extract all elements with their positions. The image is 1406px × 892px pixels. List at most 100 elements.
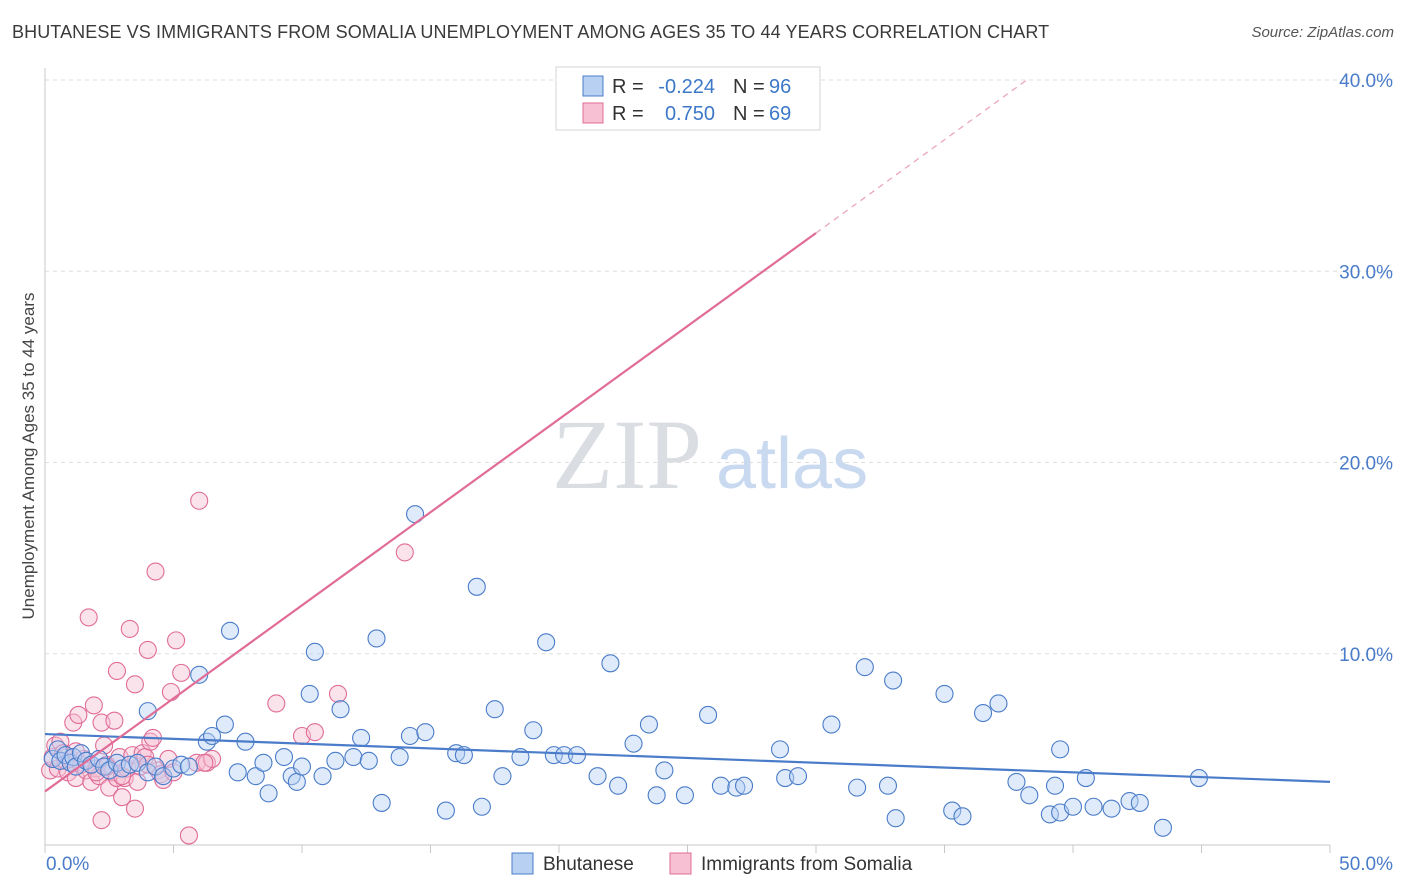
bhutanese-point [675,786,694,805]
bhutanese-point [524,721,543,740]
bhutanese-point [154,767,173,786]
somalia-points [41,491,414,845]
bhutanese-point [788,767,808,786]
bhutanese-point [734,776,754,795]
somalia-point [195,753,214,772]
bhutanese-point [727,778,746,797]
bhutanese-point [1007,772,1026,791]
bhutanese-point [1084,797,1103,816]
bhutanese-point [601,654,620,673]
bhutanese-point [624,734,643,753]
bhutanese-point [886,809,905,828]
bhutanese-point [120,755,139,774]
bhutanese-point [1130,793,1149,812]
somalia-point [172,663,191,682]
bhutanese-point [172,755,191,774]
legend-label-bhutanese: Bhutanese [543,854,634,875]
bhutanese-point [878,776,898,795]
bhutanese-point [711,776,730,795]
source-label: Source: ZipAtlas.com [1251,24,1394,41]
bhutanese-point [400,726,419,746]
bhutanese-point [1153,818,1172,837]
bhutanese-point [254,753,273,772]
somalia-trend-extension [815,79,1028,234]
stats-swatch-bhutanese [582,75,604,97]
legend-swatch-bhutanese [511,852,534,875]
bhutanese-point [935,684,954,703]
somalia-trend-line [44,232,817,793]
stats-n-value-bhutanese: 96 [769,76,791,98]
gridlines [45,79,1395,655]
bhutanese-point [372,793,391,812]
bhutanese-point [647,786,666,805]
y-tick-label: 20.0% [1339,454,1393,475]
bhutanese-point [989,694,1008,713]
bhutanese-point [1045,776,1065,795]
bhutanese-point [1051,740,1070,759]
somalia-point [120,619,139,638]
somalia-point [69,705,88,725]
bhutanese-point [197,732,216,751]
somalia-point [107,661,127,681]
somalia-point [125,799,144,818]
legend-label-somalia: Immigrants from Somalia [701,854,913,875]
y-tick-label: 10.0% [1339,645,1393,666]
x-tick-label: 50.0% [1339,854,1393,875]
bhutanese-point [639,715,659,734]
somalia-point [113,788,132,807]
bhutanese-point [228,763,247,782]
bhutanese-point [352,728,371,747]
watermark: ZIP atlas [552,399,868,510]
somalia-point [125,675,144,694]
bhutanese-point [274,747,294,767]
stats-r-label-somalia: R = [612,103,644,125]
bhutanese-point [1020,786,1039,805]
bhutanese-point [493,767,512,786]
bhutanese-point [655,761,674,780]
bhutanese-point [359,751,378,770]
bhutanese-point [467,577,486,596]
bhutanese-point [770,740,790,759]
bhutanese-point [943,801,962,820]
somalia-point [92,811,111,830]
bhutanese-point [884,671,903,690]
bhutanese-point [973,703,993,723]
somalia-point [167,631,186,650]
legend-swatch-somalia [669,852,692,875]
bhutanese-point [331,700,350,719]
somalia-point [161,682,180,702]
axes [44,68,1331,853]
y-axis-label: Unemployment Among Ages 35 to 44 years [19,293,38,620]
somalia-point [305,723,324,742]
bhutanese-point [326,751,345,770]
legend: Bhutanese Immigrants from Somalia [511,852,913,875]
bhutanese-point [485,700,504,719]
somalia-point [138,640,157,659]
bhutanese-point [179,757,198,776]
bhutanese-point [300,684,319,703]
bhutanese-point [855,658,874,677]
bhutanese-point [609,776,628,795]
somalia-point [79,608,98,627]
stats-n-label-bhutanese: N = [733,76,765,98]
bhutanese-point [699,705,718,725]
bhutanese-point [292,757,312,776]
bhutanese-point [259,784,278,803]
watermark-atlas: atlas [716,424,868,504]
bhutanese-point [344,747,363,767]
somalia-point [84,696,103,715]
stats-swatch-somalia [582,102,604,124]
bhutanese-trend-line [44,732,1331,783]
bhutanese-point [416,723,435,742]
somalia-point [105,711,124,730]
bhutanese-point [544,746,563,765]
bhutanese-point [367,629,386,648]
somalia-point [146,562,165,581]
bhutanese-point [246,767,265,786]
bhutanese-point [953,807,972,826]
stats-n-value-somalia: 69 [769,103,791,125]
bhutanese-point [555,746,574,765]
stats-box: R = -0.224 N = 96 R = 0.750 N = 69 [555,66,821,131]
bhutanese-point [537,633,556,652]
